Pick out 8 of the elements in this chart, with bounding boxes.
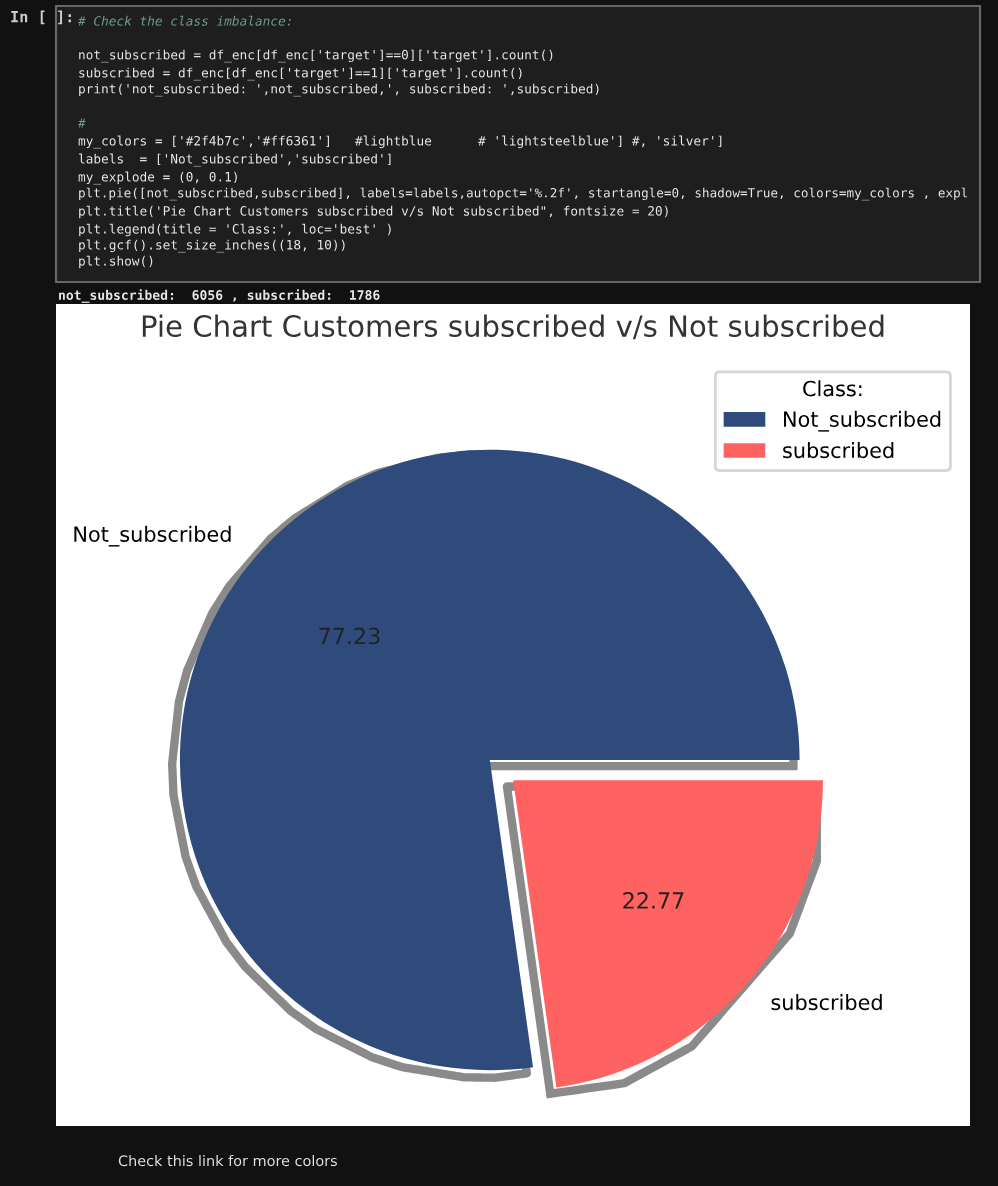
chart-title: Pie Chart Customers subscribed v/s Not subscribed	[142, 314, 884, 340]
data-label: 77.23	[319, 627, 380, 645]
legend-label: subscribed	[783, 442, 894, 459]
legend-label: Not_subscribed	[784, 410, 941, 432]
slice-label: Not_subscribed	[74, 525, 231, 547]
data-label: 22.77	[623, 892, 684, 909]
legend-title: Class:	[803, 380, 862, 397]
slice-label: subscribed	[771, 994, 882, 1011]
